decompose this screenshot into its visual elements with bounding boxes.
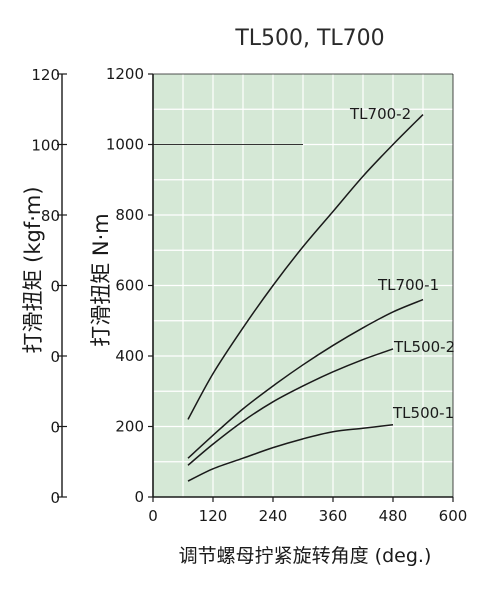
series-label-tl700-1: TL700-1: [377, 276, 439, 294]
y-tick-label: 800: [115, 206, 144, 224]
series-line-tl700-1: [187, 298, 424, 459]
series-line-tl500-2: [187, 348, 394, 466]
y2-tick-label: 100: [31, 137, 60, 155]
y-tick-label: 1000: [106, 136, 144, 154]
series-labels: TL700-2 TL700-1 TL500-2 TL500-1: [349, 105, 455, 422]
series-label-tl700-2: TL700-2: [349, 105, 411, 123]
x-tick-label: 120: [199, 507, 228, 525]
series-line-tl700-2: [187, 114, 424, 420]
y-tick-label: 1200: [106, 65, 144, 83]
series-label-tl500-1: TL500-1: [392, 404, 454, 422]
x-tick-label: 0: [148, 507, 158, 525]
secondary-y-axis-title: 打滑扭矩 (kgf·m): [21, 186, 45, 353]
y-tick-label: 400: [115, 347, 144, 365]
secondary-y-axis: 120 100 80 0 0 0 0: [31, 66, 67, 507]
y-axis-title: 打滑扭矩 N·m: [89, 213, 113, 347]
y2-tick-label: 0: [50, 489, 60, 507]
series-line-tl500-1: [187, 423, 394, 482]
series-label-tl500-2: TL500-2: [393, 338, 455, 356]
y-tick-label: 0: [134, 488, 144, 506]
y2-tick-label: 120: [31, 66, 60, 84]
y2-tick-label: 0: [50, 278, 60, 296]
y-tick-label: 600: [115, 277, 144, 295]
x-tick-label: 600: [439, 507, 468, 525]
x-axis-title: 调节螺母拧紧旋转角度 (deg.): [179, 545, 432, 567]
axes: 0 200 400 600 800 1000 1200 0 120 240 360 480 600: [106, 65, 468, 525]
chart-title: TL500, TL700: [234, 26, 384, 51]
y2-tick-label: 0: [50, 348, 60, 366]
y-tick-label: 200: [115, 418, 144, 436]
x-tick-label: 240: [259, 507, 288, 525]
x-tick-label: 360: [319, 507, 348, 525]
y2-tick-label: 0: [50, 419, 60, 437]
x-tick-label: 480: [379, 507, 408, 525]
y2-tick-label: 80: [41, 207, 60, 225]
series-lines: [187, 114, 424, 482]
